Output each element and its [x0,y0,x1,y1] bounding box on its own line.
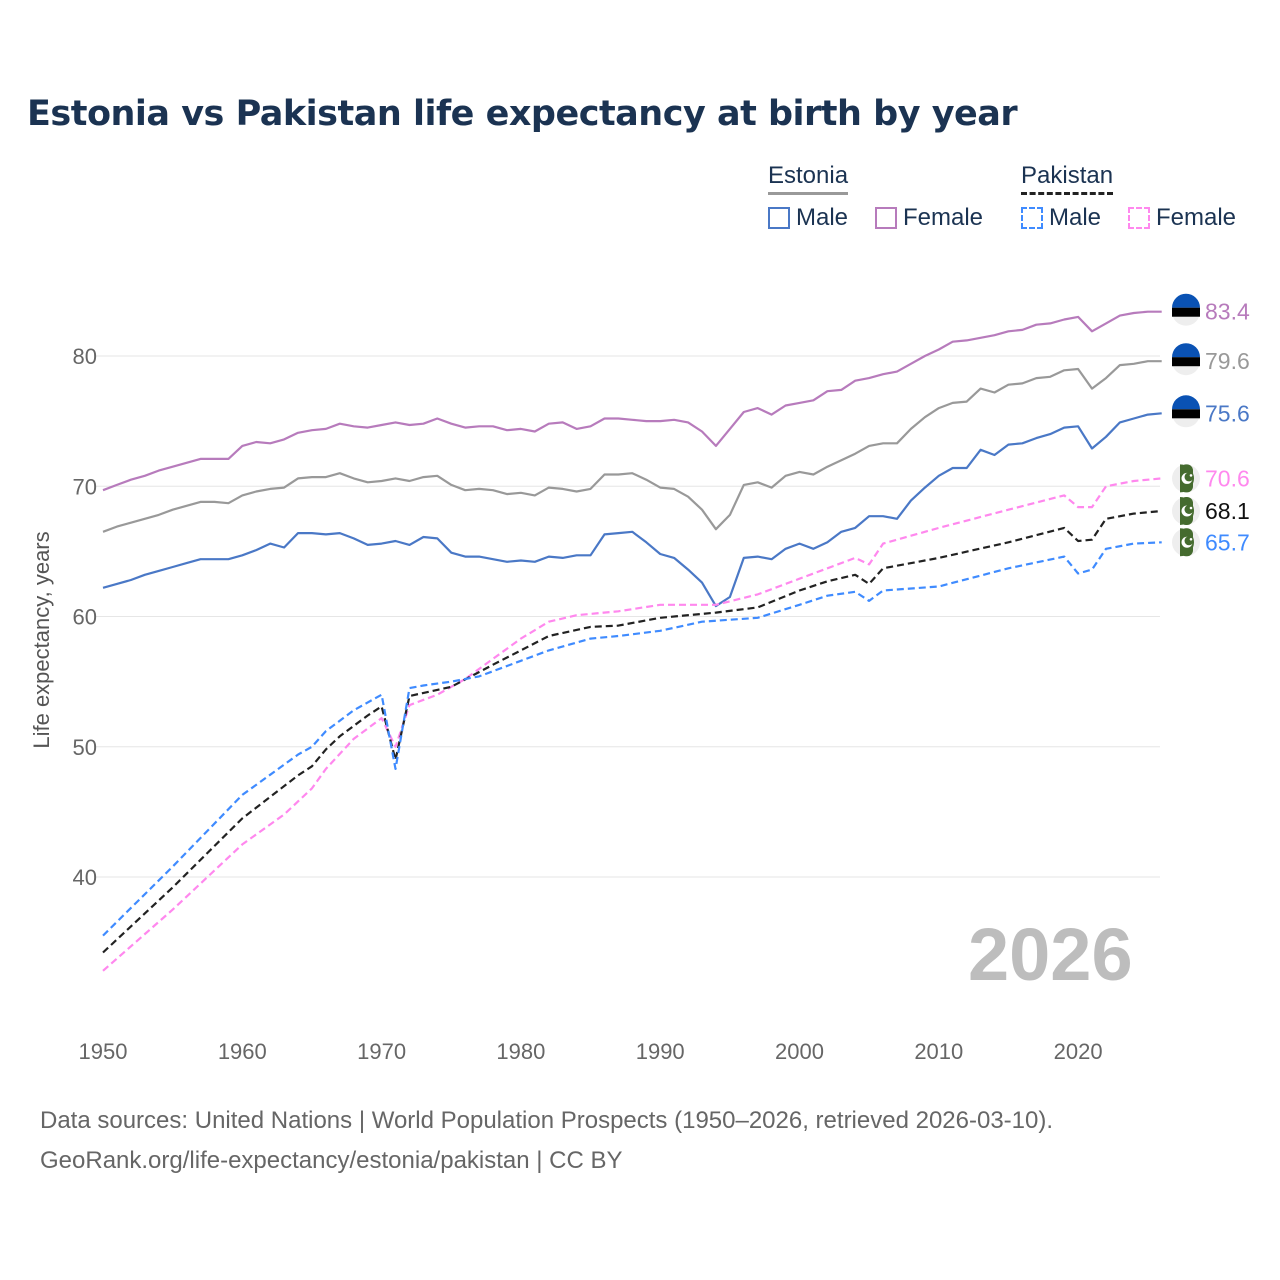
legend-estonia-female: Female [875,204,983,232]
end-value-label: 83.4 [1205,299,1250,325]
legend-group-pakistan: Pakistan [1021,162,1114,195]
legend-swatch [1021,207,1043,229]
end-value-label: 75.6 [1205,400,1250,426]
footer-sources: Data sources: United Nations | World Pop… [40,1107,1054,1134]
star [1189,474,1193,477]
current-year-watermark: 2026 [968,913,1133,996]
x-tick-label: 1990 [636,1039,685,1064]
legend-group-estonia: Estonia [768,162,849,195]
x-tick-label: 1950 [79,1039,128,1064]
y-tick-label: 40 [73,865,97,890]
end-value-label: 68.1 [1205,498,1250,524]
legend-estonia-male: Male [768,204,848,232]
legend-label: Female [1156,204,1237,231]
legend-label: Male [796,204,849,231]
series-line-pakistan [102,509,1162,954]
x-tick-label: 2000 [775,1039,824,1064]
crescent-cut [1184,472,1194,482]
flag-stripe-blue [1172,395,1200,410]
series-line-estonia [102,360,1162,533]
crescent-cut [1184,504,1194,514]
series-line-estonia-female [102,310,1162,492]
crescent-cut [1184,536,1194,546]
end-value-label: 79.6 [1205,348,1250,374]
legend-swatch [768,207,790,229]
chart-title: Estonia vs Pakistan life expectancy at b… [27,94,1018,134]
y-tick-label: 70 [73,474,97,499]
flag-estonia-icon [1172,343,1200,376]
flag-pakistan-icon [1172,528,1200,557]
y-tick-label: 60 [73,605,97,630]
star [1189,537,1193,541]
legend-pakistan-female: Female [1128,204,1236,232]
x-tick-label: 1960 [218,1039,267,1064]
flag-estonia-icon [1172,293,1200,326]
star [1189,506,1193,510]
series-line-pakistan-female [102,477,1162,972]
end-value-label: 70.6 [1205,465,1250,491]
y-tick-label: 80 [73,344,97,369]
footer-link[interactable]: GeoRank.org/life-expectancy/estonia/paki… [40,1147,623,1174]
x-tick-label: 1980 [496,1039,545,1064]
legend-label: Male [1049,204,1102,231]
x-tick-label: 1970 [357,1039,406,1064]
flag-stripe-black [1172,307,1200,317]
x-tick-label: 2010 [914,1039,963,1064]
end-value-label: 65.7 [1205,529,1250,555]
legend-swatch [1128,207,1150,229]
flag-stripe-black [1172,357,1200,367]
flag-pakistan-icon [1172,496,1200,525]
x-tick-label: 2020 [1054,1039,1103,1064]
flag-stripe-blue [1172,343,1200,358]
flag-stripe-black [1172,409,1200,419]
y-tick-label: 50 [73,735,97,760]
flag-estonia-icon [1172,395,1200,428]
series-line-estonia-male [102,412,1162,608]
legend-pakistan-male: Male [1021,204,1101,232]
legend-label: Female [903,204,984,231]
flag-stripe-blue [1172,293,1200,308]
legend-swatch [875,207,897,229]
flag-pakistan-icon [1172,464,1200,493]
